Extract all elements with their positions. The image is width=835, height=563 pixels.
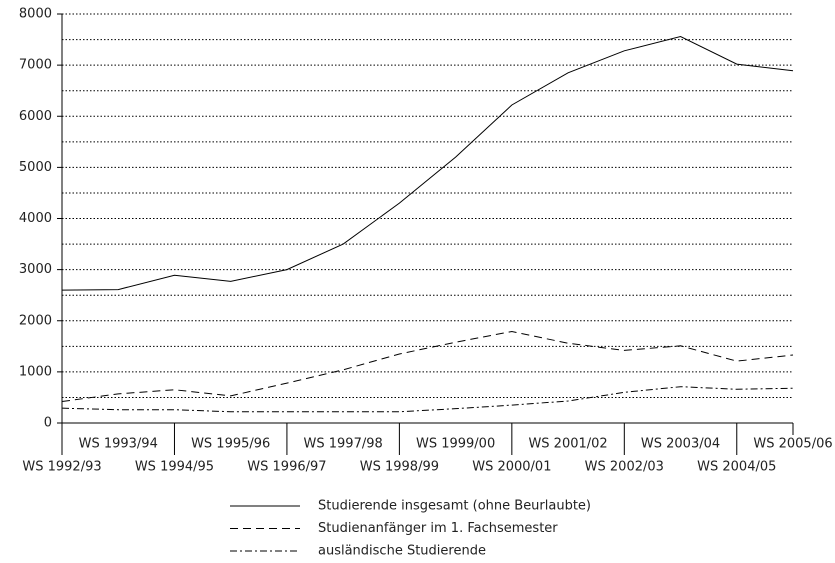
x-tick-label: WS 2000/01 xyxy=(472,460,551,475)
y-tick-label: 3000 xyxy=(19,262,52,277)
y-tick-label: 4000 xyxy=(19,211,52,226)
x-tick-label: WS 1993/94 xyxy=(79,437,158,452)
x-tick-label: WS 2005/06 xyxy=(753,437,832,452)
x-tick-label: WS 2004/05 xyxy=(697,460,776,475)
y-tick-label: 5000 xyxy=(19,160,52,175)
legend-label: Studierende insgesamt (ohne Beurlaubte) xyxy=(318,499,591,514)
y-tick-label: 0 xyxy=(44,416,52,431)
y-tick-label: 7000 xyxy=(19,58,52,73)
y-tick-label: 1000 xyxy=(19,364,52,379)
series-line xyxy=(61,330,794,403)
x-tick-label: WS 1994/95 xyxy=(135,460,214,475)
x-tick-label: WS 1997/98 xyxy=(304,437,383,452)
x-tick-label: WS 2001/02 xyxy=(528,437,607,452)
series-line xyxy=(61,35,794,291)
y-tick-label: 8000 xyxy=(19,7,52,22)
x-tick-label: WS 2003/04 xyxy=(641,437,720,452)
x-tick-label: WS 1995/96 xyxy=(191,437,270,452)
x-tick-label: WS 1998/99 xyxy=(360,460,439,475)
legend-label: Studienanfänger im 1. Fachsemester xyxy=(318,521,558,536)
x-tick-label: WS 2002/03 xyxy=(585,460,664,475)
y-tick-label: 2000 xyxy=(19,313,52,328)
y-tick-label: 6000 xyxy=(19,109,52,124)
x-tick-label: WS 1999/00 xyxy=(416,437,495,452)
x-tick-label: WS 1992/93 xyxy=(22,460,101,475)
x-tick-label: WS 1996/97 xyxy=(247,460,326,475)
series-line xyxy=(61,386,794,413)
legend-label: ausländische Studierende xyxy=(318,544,486,559)
